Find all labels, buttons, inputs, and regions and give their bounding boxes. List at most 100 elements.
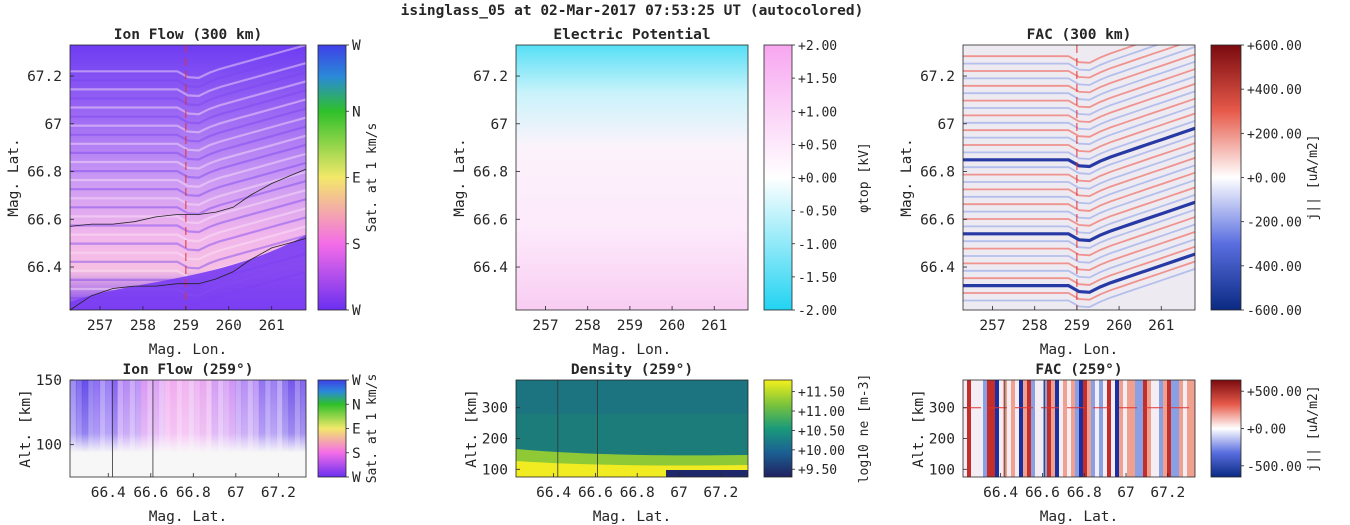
- x-tick-label: 259: [173, 318, 199, 334]
- fac-column: [1127, 380, 1132, 477]
- colorbar: [763, 379, 793, 478]
- figure-title: isinglass_05 at 02-Mar-2017 07:53:25 UT …: [401, 3, 864, 19]
- y-tick-label: 67: [491, 117, 508, 133]
- x-axis-label: Mag. Lon.: [1040, 342, 1119, 358]
- colorbar-tick-label: W: [352, 373, 361, 389]
- flow-band: [70, 225, 306, 261]
- colorbar-tick-label: +400.00: [1247, 83, 1302, 98]
- fac-column: [967, 380, 972, 477]
- fac-column: [979, 380, 984, 477]
- colorbar-tick-label: +9.50: [798, 463, 837, 478]
- colorbar-tick-label: W: [352, 38, 361, 54]
- colorbar-tick-label: E: [352, 422, 361, 438]
- fac-band: [963, 142, 1195, 183]
- colorbar: [1210, 379, 1242, 478]
- fac-column: [1119, 380, 1124, 477]
- colorbar-tick-label: N: [352, 397, 361, 413]
- fac-band: [963, 194, 1195, 235]
- y-tick-label: 100: [929, 462, 955, 478]
- colorbar-tick-label: -1.00: [798, 238, 837, 253]
- panel-title: Density (259°): [571, 362, 693, 378]
- x-tick-label: 66.8: [1067, 485, 1102, 501]
- colorbar-tick-label: S: [352, 237, 361, 253]
- panel-1: Electric Potential Mag. Lon. Mag. Lat. 257 2…: [452, 27, 872, 358]
- x-tick-label: 66.6: [578, 485, 613, 501]
- colorbar-tick-label: +2.00: [798, 39, 837, 54]
- y-tick-label: 66.4: [473, 260, 508, 276]
- heatmap-field: [70, 45, 306, 310]
- flow-band: [70, 107, 306, 143]
- x-tick-label: 66.4: [91, 485, 126, 501]
- colorbar-tick-label: -200.00: [1247, 216, 1302, 231]
- fac-column: [1171, 380, 1176, 477]
- flow-west-region: [70, 235, 306, 310]
- fac-column: [971, 380, 976, 477]
- fac-band: [963, 186, 1195, 227]
- fac-band: [963, 252, 1195, 294]
- colorbar-tick-label: E: [352, 171, 361, 187]
- fac-column: [1075, 380, 1080, 477]
- colorbar-tick-label: +1.50: [798, 72, 837, 87]
- fac-band: [963, 179, 1195, 220]
- fac-column: [1111, 380, 1116, 477]
- flow-band: [70, 89, 306, 125]
- colorbar-label: j|| [uA/m2]: [1306, 134, 1321, 220]
- x-tick-label: 67: [227, 485, 244, 501]
- y-axis-label: Mag. Lat.: [452, 138, 468, 217]
- fac-column: [1011, 380, 1016, 477]
- fac-column: [1175, 380, 1180, 477]
- flow-band: [70, 170, 306, 207]
- fac-band: [963, 200, 1195, 243]
- fac-column: [1159, 380, 1164, 477]
- fac-band: [963, 45, 1182, 79]
- axes-frame: [962, 379, 1196, 478]
- fac-column: [1187, 380, 1192, 477]
- x-tick-label: 66.4: [983, 485, 1018, 501]
- fac-column: [1131, 380, 1136, 477]
- fac-column: [1067, 380, 1072, 477]
- fac-column: [1079, 380, 1084, 477]
- y-tick-label: 66.8: [27, 165, 62, 181]
- fac-column: [1095, 380, 1100, 477]
- colorbar: [317, 379, 347, 478]
- fac-band: [963, 120, 1195, 160]
- panel-title: Electric Potential: [553, 27, 710, 43]
- colorbar-tick-label: +11.50: [798, 386, 845, 401]
- colorbar-tick-label: W: [352, 303, 361, 319]
- heatmap-field: [963, 45, 1195, 310]
- flow-band: [70, 216, 306, 252]
- y-axis-label: Alt. [km]: [911, 389, 927, 468]
- flow-band: [70, 207, 306, 243]
- fac-band: [963, 53, 1195, 94]
- colorbar-tick-label: +500.00: [1247, 385, 1302, 400]
- flow-band: [70, 62, 306, 98]
- x-axis-label: Mag. Lat.: [1040, 509, 1119, 525]
- fac-column: [1035, 380, 1040, 477]
- fac-column: [1143, 380, 1148, 477]
- flow-band: [70, 143, 306, 179]
- colorbar-label: Sat. at 1 km/s: [365, 374, 380, 484]
- colorbar-tick-label: -1.50: [798, 271, 837, 286]
- fac-column: [1107, 380, 1112, 477]
- colorbar-tick-label: +10.50: [798, 424, 845, 439]
- x-tick-label: 260: [659, 318, 685, 334]
- fac-column: [1047, 380, 1052, 477]
- x-axis-label: Mag. Lat.: [593, 509, 672, 525]
- y-tick-label: 300: [929, 401, 955, 417]
- fac-column: [1051, 380, 1056, 477]
- x-tick-label: 66.6: [133, 485, 168, 501]
- fac-band: [963, 171, 1195, 212]
- fac-band: [963, 126, 1195, 169]
- colorbar-tick-label: +0.00: [1247, 423, 1286, 438]
- x-tick-label: 257: [87, 318, 113, 334]
- y-tick-label: 66.8: [920, 165, 955, 181]
- x-tick-label: 261: [701, 318, 727, 334]
- fac-band: [963, 68, 1195, 109]
- colorbar: [1210, 44, 1242, 311]
- y-tick-label: 67.2: [27, 69, 62, 85]
- colorbar-label: Sat. at 1 km/s: [365, 123, 380, 233]
- fac-column: [1039, 380, 1044, 477]
- fac-column: [1115, 380, 1120, 477]
- axes-frame: [515, 379, 749, 478]
- axes-frame: [515, 44, 749, 311]
